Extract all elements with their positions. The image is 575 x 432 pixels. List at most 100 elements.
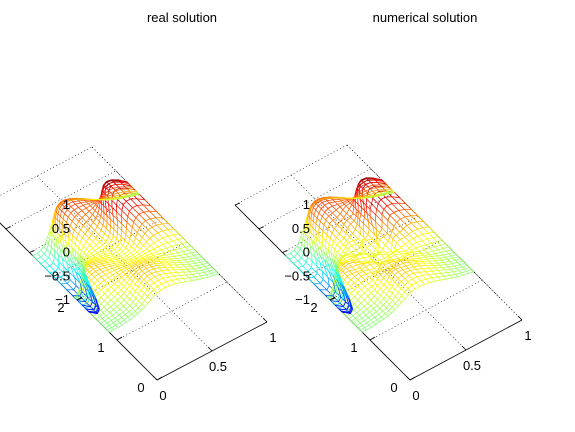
mesh-line [389,261,395,264]
mesh-line [363,188,366,192]
mesh-line [173,228,180,235]
mesh-line [176,272,181,276]
mesh-line [127,238,131,244]
mesh-line [415,245,421,249]
mesh-line [354,261,362,264]
mesh-line [351,266,355,270]
mesh-line [382,244,386,250]
mesh-line [443,275,447,280]
mesh-line [121,223,127,229]
mesh-line [337,202,343,205]
mesh-line [360,292,365,297]
mesh-line [107,231,111,238]
mesh-line [406,225,413,232]
mesh-line [371,195,378,198]
mesh-line [150,205,157,212]
mesh-line [404,256,411,259]
mesh-line [359,226,364,231]
mesh-line [401,274,406,279]
mesh-line [366,319,371,324]
mesh-line [342,271,345,274]
mesh-line [401,295,406,300]
mesh-line [380,298,384,303]
mesh-line [377,285,381,289]
mesh-line [150,276,155,280]
mesh-line [334,244,338,250]
mesh-line [322,243,326,248]
mesh-line [109,197,116,199]
mesh-line [200,274,207,277]
mesh-line [364,279,369,284]
mesh-line [333,255,336,264]
mesh-line [61,258,67,263]
mesh-line [363,317,369,321]
mesh-line [150,218,157,226]
mesh-line [102,233,106,239]
mesh-line [109,257,116,260]
mesh-line [60,243,64,253]
mesh-line [135,298,139,302]
mesh-line [356,269,362,273]
mesh-line [339,282,347,296]
mesh-line [348,270,352,274]
mesh-line [101,247,106,251]
mesh-line [307,216,309,223]
mesh-line [139,237,143,242]
mesh-line [96,200,100,207]
mesh-line [90,280,95,284]
mesh-line [49,262,54,267]
x-tick [517,315,523,321]
mesh-line [346,304,349,310]
mesh-line [335,252,338,258]
y-tick [76,296,83,301]
mesh-line [58,241,61,250]
mesh-line [395,299,399,304]
mesh-line [165,267,169,271]
mesh-line [397,274,402,279]
y-tick [369,336,376,341]
mesh-line [89,244,93,249]
mesh-line [335,264,340,275]
mesh-line [110,197,117,200]
mesh-line [435,259,442,262]
x-tick-label: 0 [159,388,166,403]
mesh-line [308,276,315,279]
mesh-line [401,247,406,252]
mesh-line [93,316,97,320]
mesh-line [201,256,204,259]
mesh-line [318,205,322,209]
mesh-line [181,241,188,244]
mesh-line [184,258,191,261]
mesh-line [353,306,358,311]
mesh-line [96,252,100,255]
mesh-line [157,279,162,285]
mesh-line [136,248,141,253]
mesh-line [350,220,355,225]
mesh-line [102,219,105,226]
mesh-line [137,282,142,288]
mesh-line [399,197,406,204]
mesh-line [74,213,79,218]
mesh-line [132,283,136,289]
mesh-line [471,269,474,272]
mesh-line [384,313,388,317]
mesh-line [78,247,82,251]
mesh-line [184,266,188,270]
mesh-line [365,196,372,198]
mesh-line [94,250,98,254]
mesh-line [318,226,324,232]
mesh-line [432,237,438,242]
mesh-line [107,303,111,307]
mesh-line [115,184,119,188]
mesh-line [337,248,341,253]
mesh-line [123,257,129,260]
mesh-line [353,220,358,225]
mesh-line [157,283,162,287]
mesh-line [50,241,53,248]
mesh-line [357,320,361,324]
mesh-line [344,282,348,288]
mesh-line [147,299,152,304]
mesh-line [140,276,144,280]
mesh-line [108,325,112,328]
